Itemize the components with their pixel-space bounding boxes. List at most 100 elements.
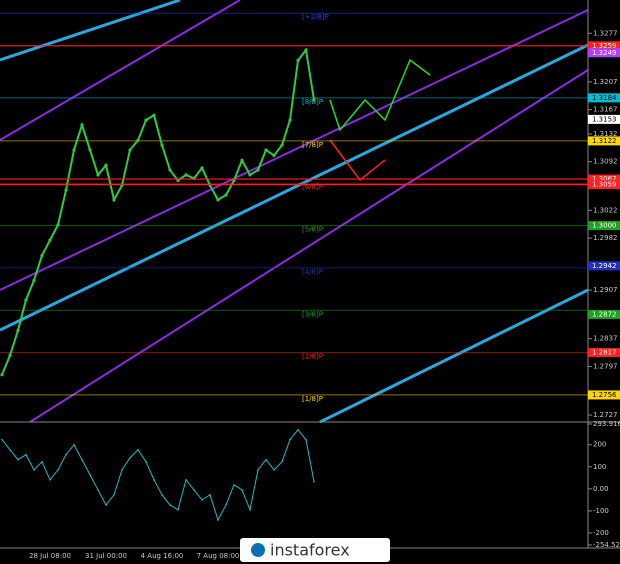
point (113, 494, 115, 496)
murray-label: [3/8]P (302, 310, 323, 318)
point (312, 98, 316, 102)
point (56, 223, 60, 227)
y-tick-label: -200 (593, 529, 609, 537)
price-tag (588, 221, 620, 231)
point (233, 484, 235, 486)
x-tick-label: 7 Aug 08:00 (197, 552, 240, 560)
price-tag-label: 1.3000 (592, 222, 617, 230)
point (40, 253, 44, 258)
point (288, 118, 292, 122)
point (264, 148, 268, 152)
point (104, 163, 108, 167)
price-tag (588, 114, 620, 124)
point (49, 478, 51, 481)
murray-label: [+2/8]P (302, 13, 329, 21)
point (73, 443, 75, 446)
price-tag-label: 1.2817 (592, 349, 617, 357)
point (296, 58, 300, 62)
y-tick-label: -100 (593, 507, 609, 515)
point (129, 456, 131, 459)
point (57, 469, 59, 471)
decor (0, 0, 620, 549)
point (257, 469, 259, 471)
price-tag (588, 348, 620, 358)
y-tick-label: 1.2907 (593, 286, 618, 294)
murray-label: [2/8]P (302, 353, 323, 361)
point (240, 158, 244, 162)
x-tick-label: 28 Jul 08:00 (29, 552, 71, 560)
series-line (1, 428, 315, 522)
murray-label: [4/8]P (302, 268, 323, 276)
point (184, 173, 188, 177)
price-tag (588, 180, 620, 190)
y-tick-label: 293.9168 (593, 420, 620, 428)
y-tick-label: 1.3092 (593, 158, 618, 166)
point (280, 143, 284, 147)
point (24, 298, 28, 302)
murray-label: [7/8]P (302, 141, 323, 149)
murray-label: [5/8]P (302, 226, 323, 234)
price-tag (588, 174, 620, 184)
price-tag-label: 1.3153 (592, 115, 617, 123)
point (193, 489, 195, 491)
x-tick-label: 31 Jul 00:00 (85, 552, 127, 560)
point (241, 489, 243, 491)
price-tag (588, 48, 620, 58)
point (16, 328, 20, 332)
point (33, 469, 35, 471)
y-tick-label: 1.3277 (593, 29, 618, 37)
price-tag-label: 1.2942 (592, 262, 617, 270)
point (217, 519, 219, 521)
point (200, 166, 204, 170)
point (137, 448, 139, 451)
point (41, 460, 43, 463)
point (273, 469, 275, 471)
murray-label: [1/8]P (302, 395, 323, 403)
x-tick-label: 4 Aug 16:00 (141, 552, 184, 560)
point (248, 173, 252, 177)
point (105, 504, 107, 506)
point (265, 458, 267, 461)
price-tag-label: 1.3059 (592, 181, 617, 189)
point (169, 504, 171, 506)
point (97, 489, 99, 491)
price-tag-label: 1.3184 (592, 94, 617, 102)
point (81, 458, 83, 461)
point (272, 153, 276, 158)
point (88, 148, 92, 152)
price-tag-label: 1.3259 (592, 42, 617, 50)
point (89, 473, 91, 476)
y-tick-label: 0.00 (593, 485, 609, 493)
point (144, 118, 148, 122)
price-tag-label: 1.3122 (592, 137, 617, 145)
price-tag-label: 1.3249 (592, 49, 617, 57)
point (128, 148, 132, 152)
point (297, 428, 299, 431)
point (64, 188, 68, 192)
point (177, 509, 179, 511)
y-tick-label: 1.3167 (593, 106, 618, 114)
murray-label: [6/8]P (302, 183, 323, 191)
price-tag-label: 1.3067 (592, 175, 617, 183)
point (256, 168, 260, 172)
watermark: instaforex (270, 541, 350, 560)
point (224, 193, 228, 197)
price-tag (588, 93, 620, 103)
y-tick-label: 1.3022 (593, 206, 618, 214)
point (1, 438, 3, 441)
point (0, 373, 4, 377)
point (121, 469, 123, 471)
plot: 1.3277 1.3207 1.3167 1.3132 1.3092 1.3022 1.29… (0, 12, 620, 560)
point (25, 453, 27, 456)
point (216, 198, 220, 202)
point (289, 438, 291, 441)
point (65, 453, 67, 456)
point (281, 460, 283, 463)
point (185, 478, 187, 481)
point (304, 48, 308, 52)
price-tag (588, 41, 620, 51)
point (112, 198, 116, 202)
point (168, 168, 172, 172)
y-tick-label: 100 (593, 463, 606, 471)
